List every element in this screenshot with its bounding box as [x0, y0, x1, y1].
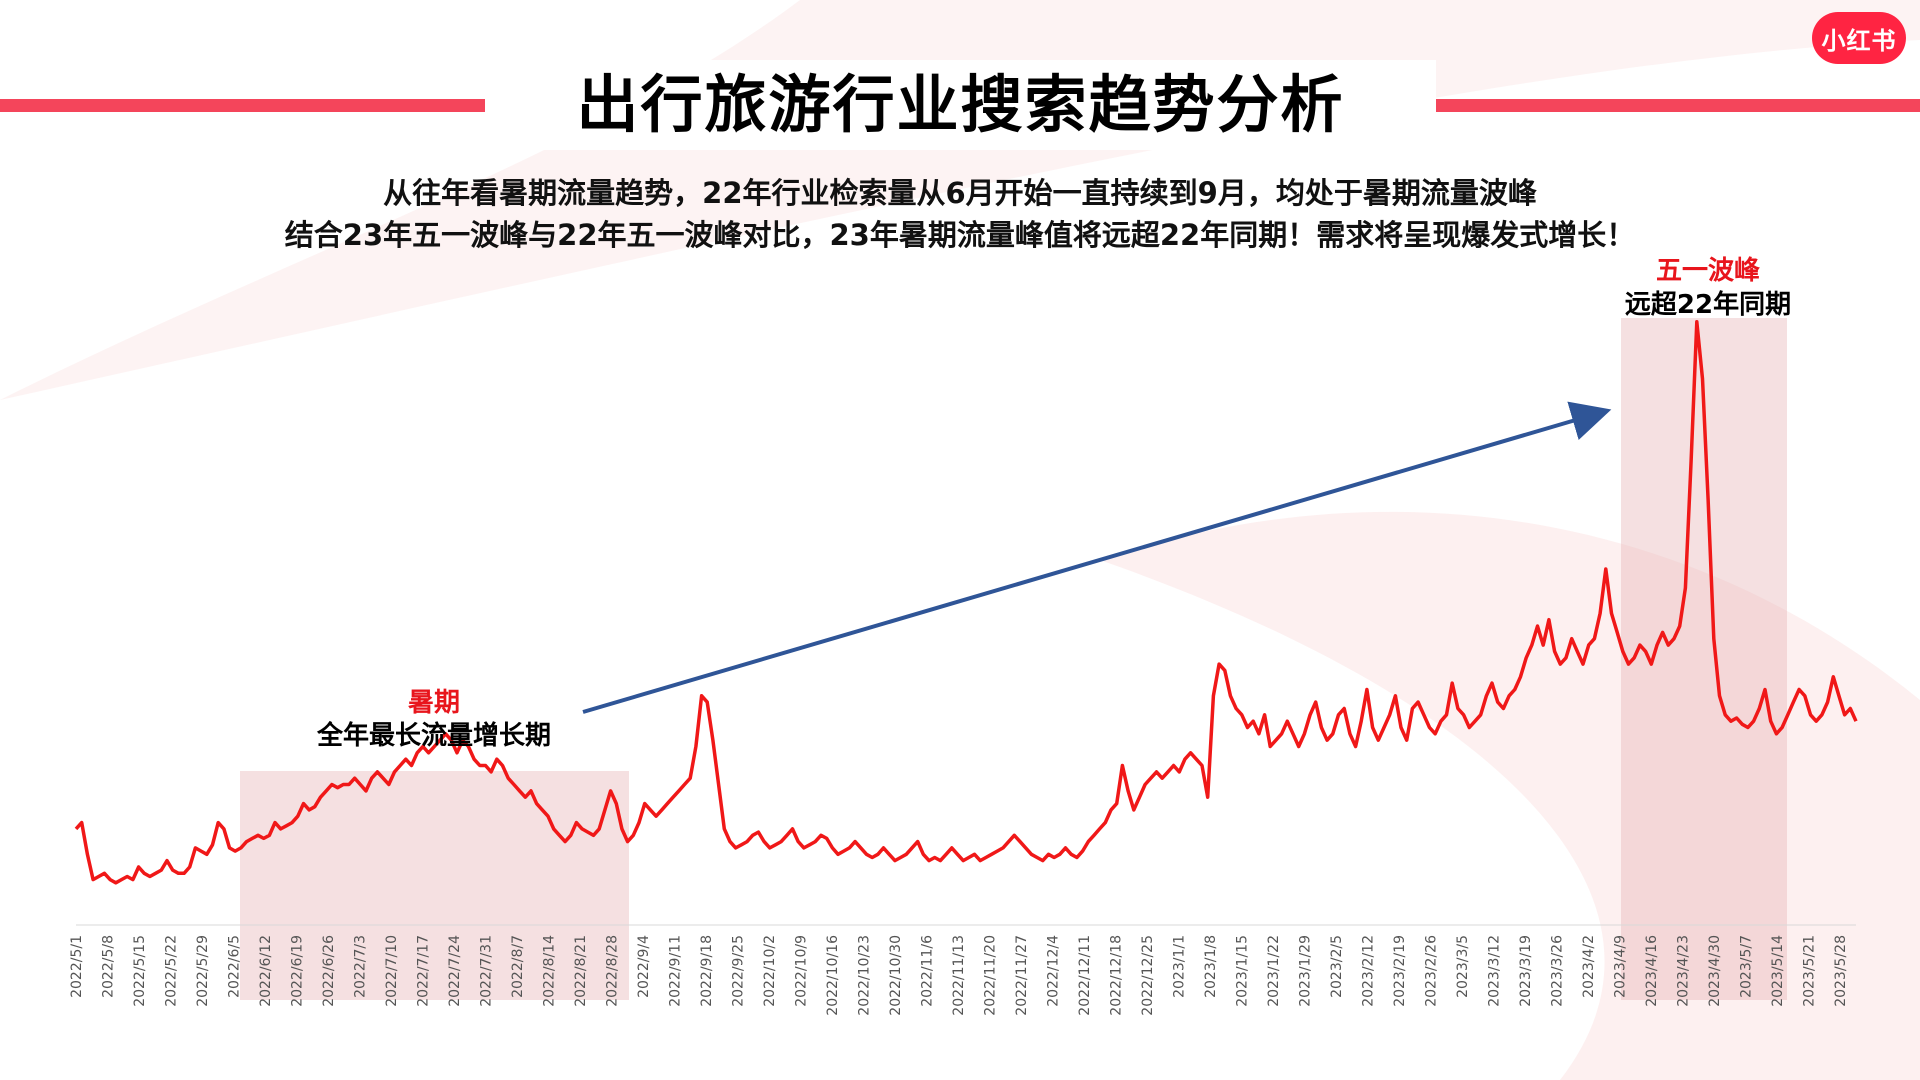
- mayday-annotation-title: 五一波峰: [1656, 256, 1760, 286]
- x-tick-label: 2022/8/14: [542, 935, 558, 1007]
- x-tick-label: 2022/8/21: [573, 935, 589, 1007]
- x-tick-label: 2023/3/5: [1455, 935, 1471, 998]
- x-tick-label: 2022/7/17: [416, 935, 432, 1007]
- x-tick-label: 2022/8/7: [510, 935, 526, 998]
- summer-highlight: [240, 771, 629, 1000]
- x-tick-label: 2022/5/22: [164, 935, 180, 1007]
- x-tick-label: 2023/3/12: [1487, 935, 1503, 1007]
- x-tick-label: 2023/5/14: [1770, 935, 1786, 1007]
- x-tick-label: 2023/4/30: [1707, 935, 1723, 1007]
- x-tick-label: 2023/1/22: [1266, 935, 1282, 1007]
- x-tick-label: 2022/11/6: [920, 935, 936, 1007]
- x-tick-label: 2022/7/3: [353, 935, 369, 998]
- x-tick-label: 2022/10/30: [888, 935, 904, 1016]
- x-tick-label: 2022/6/19: [290, 935, 306, 1007]
- x-tick-label: 2023/4/2: [1581, 935, 1597, 998]
- x-tick-label: 2022/12/18: [1109, 935, 1125, 1016]
- x-tick-label: 2022/7/31: [479, 935, 495, 1007]
- x-tick-label: 2022/6/12: [258, 935, 274, 1007]
- x-tick-label: 2022/9/25: [731, 935, 747, 1007]
- x-tick-label: 2022/5/15: [132, 935, 148, 1007]
- x-tick-label: 2022/11/27: [1014, 935, 1030, 1016]
- subtitle-line-1: 从往年看暑期流量趋势，22年行业检索量从6月开始一直持续到9月，均处于暑期流量波…: [383, 176, 1537, 210]
- x-tick-label: 2023/3/19: [1518, 935, 1534, 1007]
- x-tick-label: 2023/3/26: [1550, 935, 1566, 1007]
- x-tick-label: 2022/10/23: [857, 935, 873, 1016]
- x-tick-label: 2022/10/16: [825, 935, 841, 1016]
- x-tick-label: 2023/5/7: [1739, 935, 1755, 998]
- x-tick-label: 2022/11/13: [951, 935, 967, 1016]
- subtitle-line-2: 结合23年五一波峰与22年五一波峰对比，23年暑期流量峰值将远超22年同期！需求…: [284, 218, 1636, 252]
- x-tick-label: 2023/1/15: [1235, 935, 1251, 1007]
- x-tick-label: 2022/6/5: [227, 935, 243, 998]
- x-tick-label: 2022/6/26: [321, 935, 337, 1007]
- x-tick-label: 2023/2/12: [1361, 935, 1377, 1007]
- x-tick-label: 2022/9/11: [668, 935, 684, 1007]
- x-tick-label: 2023/2/19: [1392, 935, 1408, 1007]
- x-tick-label: 2022/7/10: [384, 935, 400, 1007]
- title-bar-left: [0, 99, 485, 112]
- x-tick-label: 2022/5/8: [101, 935, 117, 998]
- x-tick-label: 2022/12/4: [1046, 935, 1062, 1007]
- x-tick-label: 2023/4/9: [1613, 935, 1629, 998]
- x-tick-label: 2022/8/28: [605, 935, 621, 1007]
- summer-annotation-title: 暑期: [408, 688, 460, 718]
- x-tick-label: 2023/5/28: [1833, 935, 1849, 1007]
- x-tick-label: 2022/10/9: [794, 935, 810, 1007]
- x-tick-label: 2023/2/5: [1329, 935, 1345, 998]
- x-tick-label: 2022/12/11: [1077, 935, 1093, 1016]
- trend-arrow: [582, 401, 1612, 714]
- x-tick-label: 2023/1/29: [1298, 935, 1314, 1007]
- x-tick-label: 2023/4/23: [1676, 935, 1692, 1007]
- x-tick-label: 2023/2/26: [1424, 935, 1440, 1007]
- title-bar-right: [1436, 99, 1920, 112]
- x-tick-label: 2022/9/4: [636, 935, 652, 998]
- x-tick-label: 2023/5/21: [1802, 935, 1818, 1007]
- mayday-annotation-text: 远超22年同期: [1625, 289, 1791, 320]
- x-tick-label: 2023/1/8: [1203, 935, 1219, 998]
- search-trend-line: [74, 320, 1858, 885]
- summer-annotation-text: 全年最长流量增长期: [316, 720, 551, 751]
- x-tick-label: 2023/1/1: [1172, 935, 1188, 998]
- page-title: 出行旅游行业搜索趋势分析: [485, 60, 1436, 150]
- x-tick-label: 2022/7/24: [447, 935, 463, 1007]
- x-tick-label: 2022/10/2: [762, 935, 778, 1007]
- x-tick-label: 2022/5/29: [195, 935, 211, 1007]
- x-tick-label: 2023/4/16: [1644, 935, 1660, 1007]
- x-tick-label: 2022/5/1: [69, 935, 85, 998]
- x-tick-label: 2022/9/18: [699, 935, 715, 1007]
- x-tick-label: 2022/11/20: [983, 935, 999, 1016]
- brand-logo: 小红书: [1812, 12, 1906, 64]
- x-tick-label: 2022/12/25: [1140, 935, 1156, 1016]
